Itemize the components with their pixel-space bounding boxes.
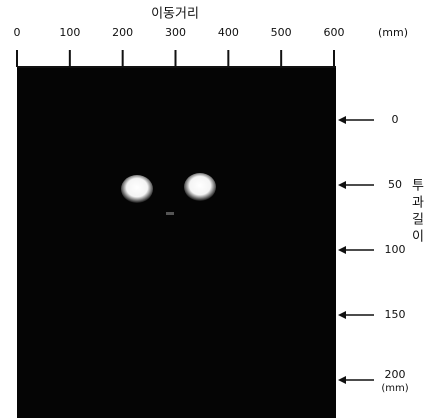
top-tick-label: 500 xyxy=(271,26,292,39)
reflection-blob xyxy=(184,173,216,201)
tick-arrow xyxy=(338,311,346,319)
top-tick-label: 300 xyxy=(165,26,186,39)
right-tick-label: 100 xyxy=(385,243,406,256)
right-tick-label: 0 xyxy=(392,113,399,126)
top-axis-unit: (mm) xyxy=(378,26,408,39)
right-axis-unit: (mm) xyxy=(381,383,408,394)
right-tick-label: 50 xyxy=(388,178,402,191)
top-tick-label: 600 xyxy=(324,26,345,39)
tick-arrow xyxy=(338,181,346,189)
tick-arrow xyxy=(338,116,346,124)
top-tick-label: 400 xyxy=(218,26,239,39)
side-label-char: 과 xyxy=(412,196,424,211)
speck xyxy=(166,212,174,215)
reflection-blob xyxy=(121,175,153,203)
side-label-char: 투 xyxy=(412,179,424,194)
side-label-char: 이 xyxy=(412,230,424,245)
tick-arrow xyxy=(338,376,346,384)
top-tick-label: 100 xyxy=(59,26,80,39)
figure: 이동거리 (mm) 0 100 200 300 400 500 600 0 50 100 150 2… xyxy=(0,0,426,418)
top-axis-title: 이동거리 xyxy=(151,7,199,22)
top-tick-label: 200 xyxy=(112,26,133,39)
tick-arrow xyxy=(338,246,346,254)
right-tick-label: 150 xyxy=(385,308,406,321)
right-tick-label: 200 xyxy=(385,368,406,381)
top-tick-label: 0 xyxy=(14,26,21,39)
side-label-char: 길 xyxy=(412,213,424,228)
scan-image xyxy=(17,67,336,418)
